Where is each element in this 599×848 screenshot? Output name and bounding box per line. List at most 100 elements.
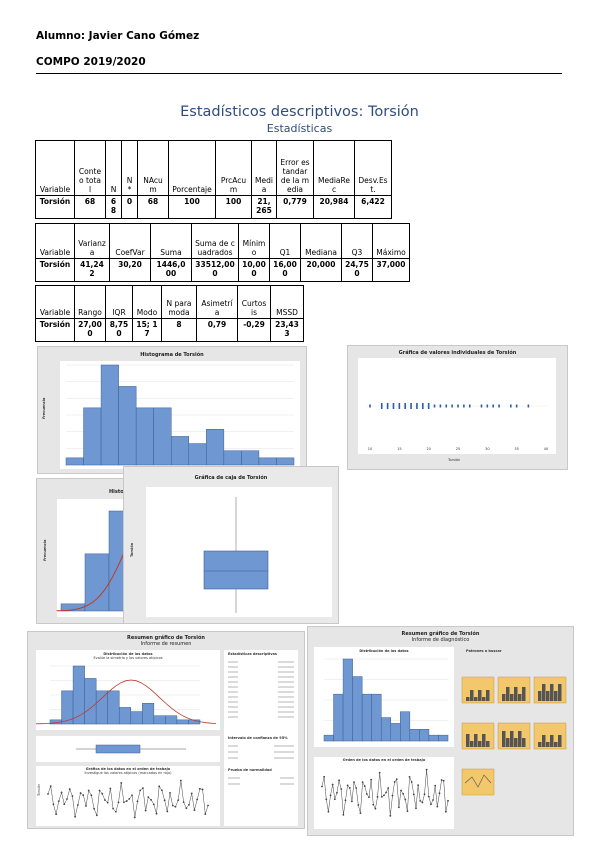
pattern-thumbnail-bar xyxy=(546,691,550,701)
table-header: N para moda xyxy=(161,285,197,319)
dotplot-point xyxy=(416,403,418,409)
histogram-panel: Histograma de Torsión Frecuencia xyxy=(37,346,307,474)
diagnostic-order-point xyxy=(357,804,360,806)
histfit-bar xyxy=(84,553,110,612)
summary-order-point xyxy=(47,793,49,795)
dotplot-tick-label: 25 xyxy=(456,447,460,451)
table-cell: 68 xyxy=(137,195,169,219)
table-header: Variable xyxy=(35,140,75,196)
summary-order-area: Gráfica de los datos en el orden de trab… xyxy=(36,766,220,826)
summary-order-point xyxy=(95,814,98,817)
table-cell: 30,20 xyxy=(109,258,151,282)
summary-dist-bar xyxy=(118,707,132,725)
histogram-bar xyxy=(135,407,154,466)
table-header: Mediana xyxy=(300,223,342,259)
summary-title: Resumen gráfico de Torsión xyxy=(127,635,205,641)
histogram-bar xyxy=(223,450,242,466)
diagnostic-order-point xyxy=(393,781,396,783)
table-header: MSSD xyxy=(270,285,304,319)
summary-order-point xyxy=(204,813,207,816)
summary-boxplot-chart xyxy=(76,744,186,754)
diagnostic-order-chart xyxy=(321,768,449,817)
pattern-thumbnail-bar xyxy=(506,687,510,701)
table-cell: 33512,000 xyxy=(191,258,239,282)
table-cell: Torsión xyxy=(35,318,75,342)
table-header: Curtosis xyxy=(237,285,271,319)
dotplot-tick-label: 30 xyxy=(485,447,489,451)
summary-order-point xyxy=(198,787,201,790)
diagnostic-patterns-title: Patrones a buscar xyxy=(466,649,502,653)
diagnostic-dist-bar xyxy=(352,676,363,742)
summary-order-point xyxy=(128,797,131,800)
summary-order-point xyxy=(66,798,68,800)
diagnostic-order-point xyxy=(359,812,362,815)
summary-order-point xyxy=(90,794,93,797)
histogram-bar xyxy=(276,457,295,466)
diagnostic-order-point xyxy=(417,784,420,787)
diagnostic-dist-bar xyxy=(342,658,353,742)
table-header: PrcAcum xyxy=(215,140,252,196)
diagnostic-order-point xyxy=(408,776,411,778)
summary-order-point xyxy=(131,794,133,797)
summary-order-point xyxy=(177,799,180,802)
diagnostic-order-point xyxy=(432,799,434,801)
summary-dist-curve xyxy=(35,679,217,725)
diagnostic-order-point xyxy=(321,785,323,788)
dotplot-point xyxy=(492,404,494,408)
summary-stats-lines xyxy=(228,661,294,785)
dotplot-point xyxy=(480,404,483,408)
table-cell: 100 xyxy=(215,195,252,219)
summary-dist-bar xyxy=(142,703,155,725)
diagnostic-order-point xyxy=(344,799,347,802)
diagnostic-order-point xyxy=(427,795,430,798)
boxplot-y-label: Torsión xyxy=(130,542,134,557)
table-cell: Torsión xyxy=(35,195,75,219)
summary-order-point xyxy=(63,803,66,806)
pattern-thumbnail-bar xyxy=(502,694,506,701)
table-header: Máximo xyxy=(372,223,410,259)
pattern-thumbnail-bar xyxy=(466,734,470,747)
summary-order-y-label: Torsión xyxy=(37,783,41,796)
summary-order-point xyxy=(101,792,104,795)
dotplot-point xyxy=(398,403,401,409)
histfit-panel: Histo Frecuencia xyxy=(36,478,134,624)
histogram-bar xyxy=(83,407,102,466)
summary-order-point xyxy=(144,809,147,812)
diagnostic-dist-bar xyxy=(371,693,382,742)
table-cell: 20,984 xyxy=(313,195,355,219)
summary-order-point xyxy=(136,800,139,803)
diagnostic-order-point xyxy=(436,805,439,808)
summary-dist-chart xyxy=(35,665,217,725)
diagnostic-order-point xyxy=(442,779,445,782)
diagnostic-order-point xyxy=(329,794,332,797)
summary-dist-bar xyxy=(107,690,120,725)
diagnostic-order-point xyxy=(397,806,400,809)
table-header: NAcum xyxy=(137,140,169,196)
summary-order-point xyxy=(182,801,185,804)
summary-order-point xyxy=(114,810,117,813)
table-cell: 68 xyxy=(105,195,122,219)
boxplot-panel: Gráfica de caja de Torsión Torsión xyxy=(123,466,339,624)
table-cell: 10,000 xyxy=(238,258,270,282)
pattern-thumbnail-bar xyxy=(558,735,562,747)
histogram-y-label: Frecuencia xyxy=(42,397,46,419)
table-header: Suma xyxy=(150,223,192,259)
table-cell: -0,29 xyxy=(237,318,271,342)
diagnostic-order-point xyxy=(325,798,328,801)
summary-stats-title: Estadísticas descriptivas xyxy=(228,652,277,656)
diagnostic-order-point xyxy=(402,792,405,795)
diagnostic-order-point xyxy=(385,791,387,794)
table-cell: 6,422 xyxy=(354,195,392,219)
diagnostic-order-title: Orden de los datos en el orden de trabaj… xyxy=(342,758,426,762)
diagnostic-order-point xyxy=(374,807,377,810)
diagnostic-order-point xyxy=(327,810,330,813)
pattern-thumbnail-bar xyxy=(550,735,554,747)
diagnostic-order-point xyxy=(350,800,353,803)
table-cell: 8,750 xyxy=(105,318,133,342)
pattern-thumbnail-bar xyxy=(514,687,518,701)
summary-order-point xyxy=(150,798,152,801)
diagnostic-order-point xyxy=(333,798,336,801)
diagnostic-report-panel: Resumen gráfico de Torsión Informe de di… xyxy=(307,626,574,836)
table-cell: 20,000 xyxy=(300,258,342,282)
summary-order-point xyxy=(52,803,55,806)
